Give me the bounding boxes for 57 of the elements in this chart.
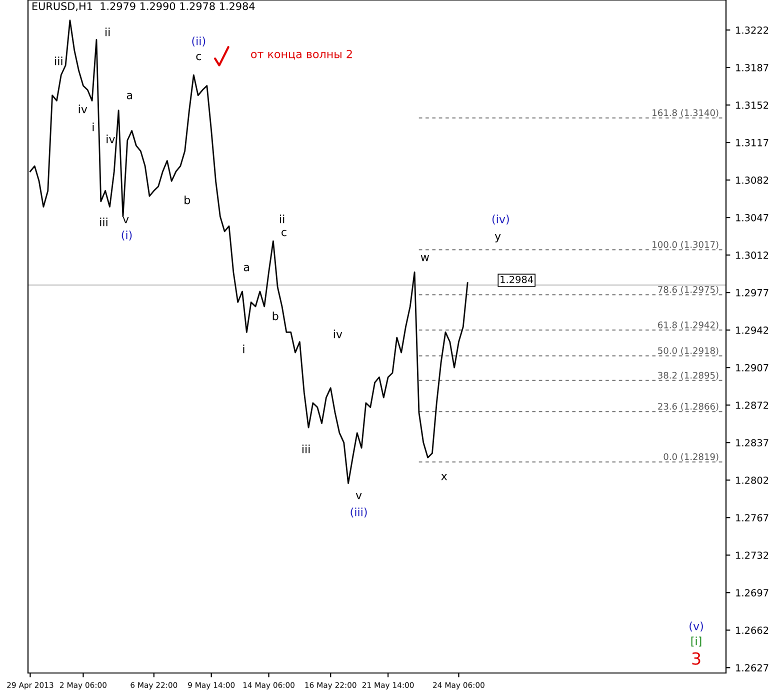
annotation: 3 — [692, 652, 700, 665]
annotation: [i] — [691, 636, 702, 647]
chart-title: EURUSD,H1 1.2979 1.2990 1.2978 1.2984 — [32, 2, 255, 12]
annotation: iv — [334, 330, 342, 338]
y-tick-label: 1.3117 — [736, 139, 768, 146]
y-tick-label: 1.2732 — [736, 552, 768, 559]
y-tick-label: 1.3187 — [736, 64, 768, 72]
annotation: v — [356, 492, 362, 500]
ref-line-label: 50.0 (1.2918) — [658, 347, 718, 356]
ref-line-label: 100.0 (1.3017) — [652, 240, 718, 250]
y-tick-label: 1.2872 — [736, 402, 768, 409]
annotation: iv — [78, 104, 88, 114]
annotation: y — [494, 234, 501, 242]
annotation: от конца волны 2 — [251, 50, 352, 60]
annotation: (iii) — [350, 508, 367, 518]
annotation: c — [196, 54, 202, 60]
y-tick-label: 1.2977 — [736, 289, 768, 296]
ref-line-label: 0.0 (1.2819) — [664, 453, 718, 462]
y-tick-label: 1.2627 — [736, 664, 768, 672]
y-tick-label: 1.3082 — [736, 176, 768, 184]
annotation: (iv) — [492, 214, 509, 225]
y-tick-label: 1.2662 — [736, 626, 768, 634]
y-tick-label: 1.2942 — [736, 326, 768, 334]
annotation: b — [272, 312, 278, 320]
annotation: i — [243, 344, 244, 354]
annotation: (i) — [122, 230, 132, 241]
annotation: v — [122, 216, 129, 224]
annotation: (v) — [690, 622, 703, 632]
annotation: ii — [280, 214, 284, 224]
annotation: a — [244, 264, 249, 272]
annotation: w — [420, 254, 430, 262]
ref-line-label: 61.8 (1.2942) — [658, 321, 718, 330]
annotation: i — [92, 122, 94, 132]
y-tick-label: 1.2802 — [736, 476, 768, 484]
annotation: a — [126, 92, 132, 100]
ref-line-label: 161.8 (1.3140) — [652, 109, 718, 118]
y-tick-label: 1.3047 — [736, 214, 768, 222]
ref-line-label: 1.2984 — [500, 276, 534, 284]
y-tick-label: 1.3222 — [736, 26, 768, 34]
annotation: ii — [106, 28, 110, 36]
annotation: iii — [100, 218, 108, 226]
annotation: c — [282, 230, 286, 236]
ref-line-label: 38.2 (1.2895) — [658, 372, 718, 380]
y-tick-label: 1.2907 — [736, 364, 768, 372]
annotation: b — [184, 196, 190, 204]
annotation: (ii) — [192, 36, 206, 47]
annotation: iv — [106, 134, 115, 144]
y-tick-label: 1.3152 — [736, 102, 768, 109]
annotation: x — [441, 474, 448, 480]
annotation: iii — [302, 444, 310, 454]
y-tick-label: 1.2837 — [736, 439, 768, 446]
annotation: iii — [55, 56, 62, 66]
y-tick-label: 1.3012 — [736, 252, 768, 259]
y-tick-label: 1.2697 — [736, 589, 768, 596]
ref-line-label: 23.6 (1.2866) — [658, 402, 718, 411]
ref-line-label: 78.6 (1.2975) — [658, 286, 718, 294]
y-tick-label: 1.2767 — [736, 514, 768, 522]
